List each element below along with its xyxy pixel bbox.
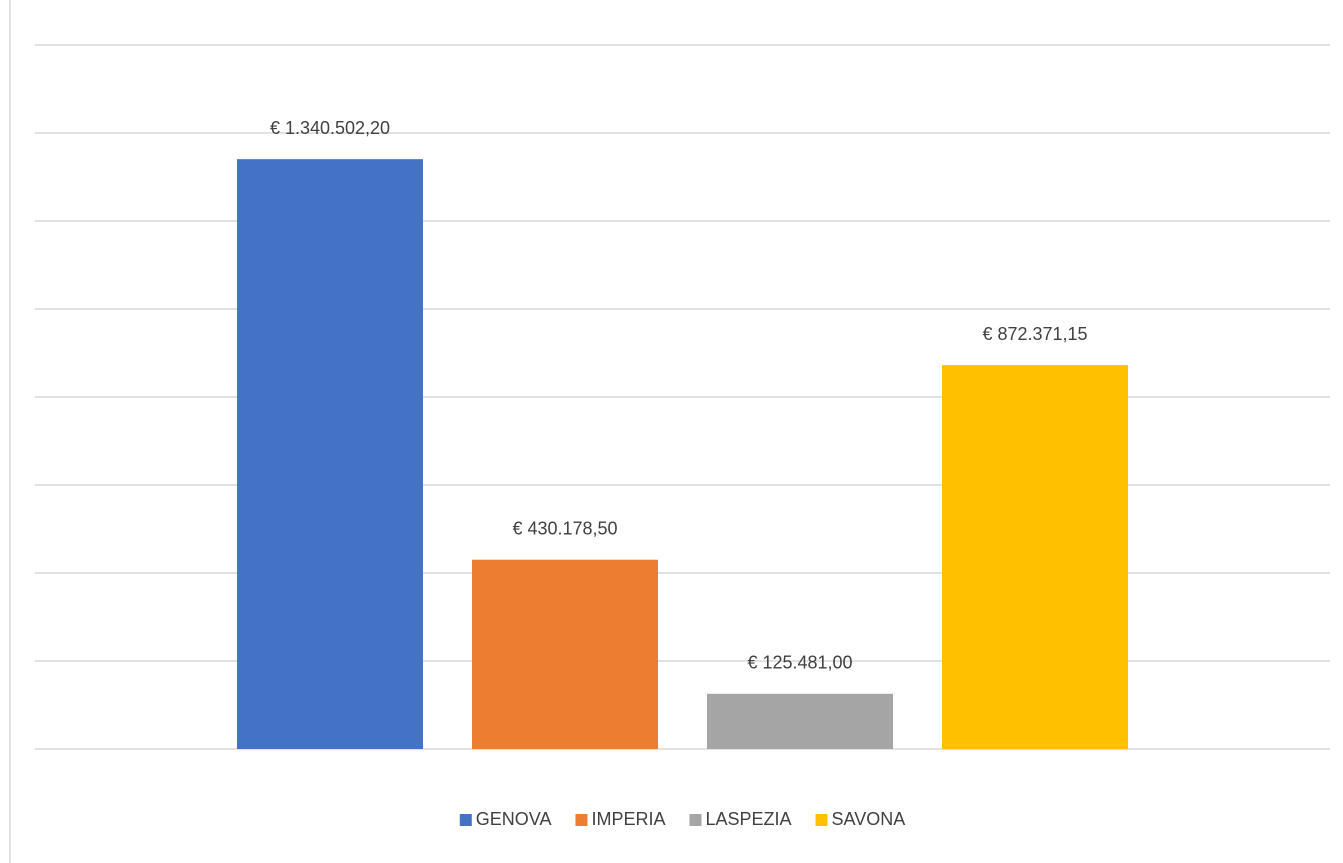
legend-swatch [689,814,702,826]
data-label: € 125.481,00 [747,653,852,673]
legend-swatch [459,814,472,826]
data-label: € 430.178,50 [512,518,617,538]
bar [472,559,658,749]
legend-label: IMPERIA [591,809,665,829]
data-label: € 872.371,15 [982,324,1087,344]
data-label: € 1.340.502,20 [270,118,390,138]
bar [942,365,1128,749]
legend-swatch [815,814,828,826]
legend-label: GENOVA [476,809,552,829]
bar [707,693,893,749]
legend-label: SAVONA [832,809,906,829]
bar [237,159,423,750]
legend-label: LASPEZIA [705,809,791,829]
legend-swatch [575,814,588,826]
